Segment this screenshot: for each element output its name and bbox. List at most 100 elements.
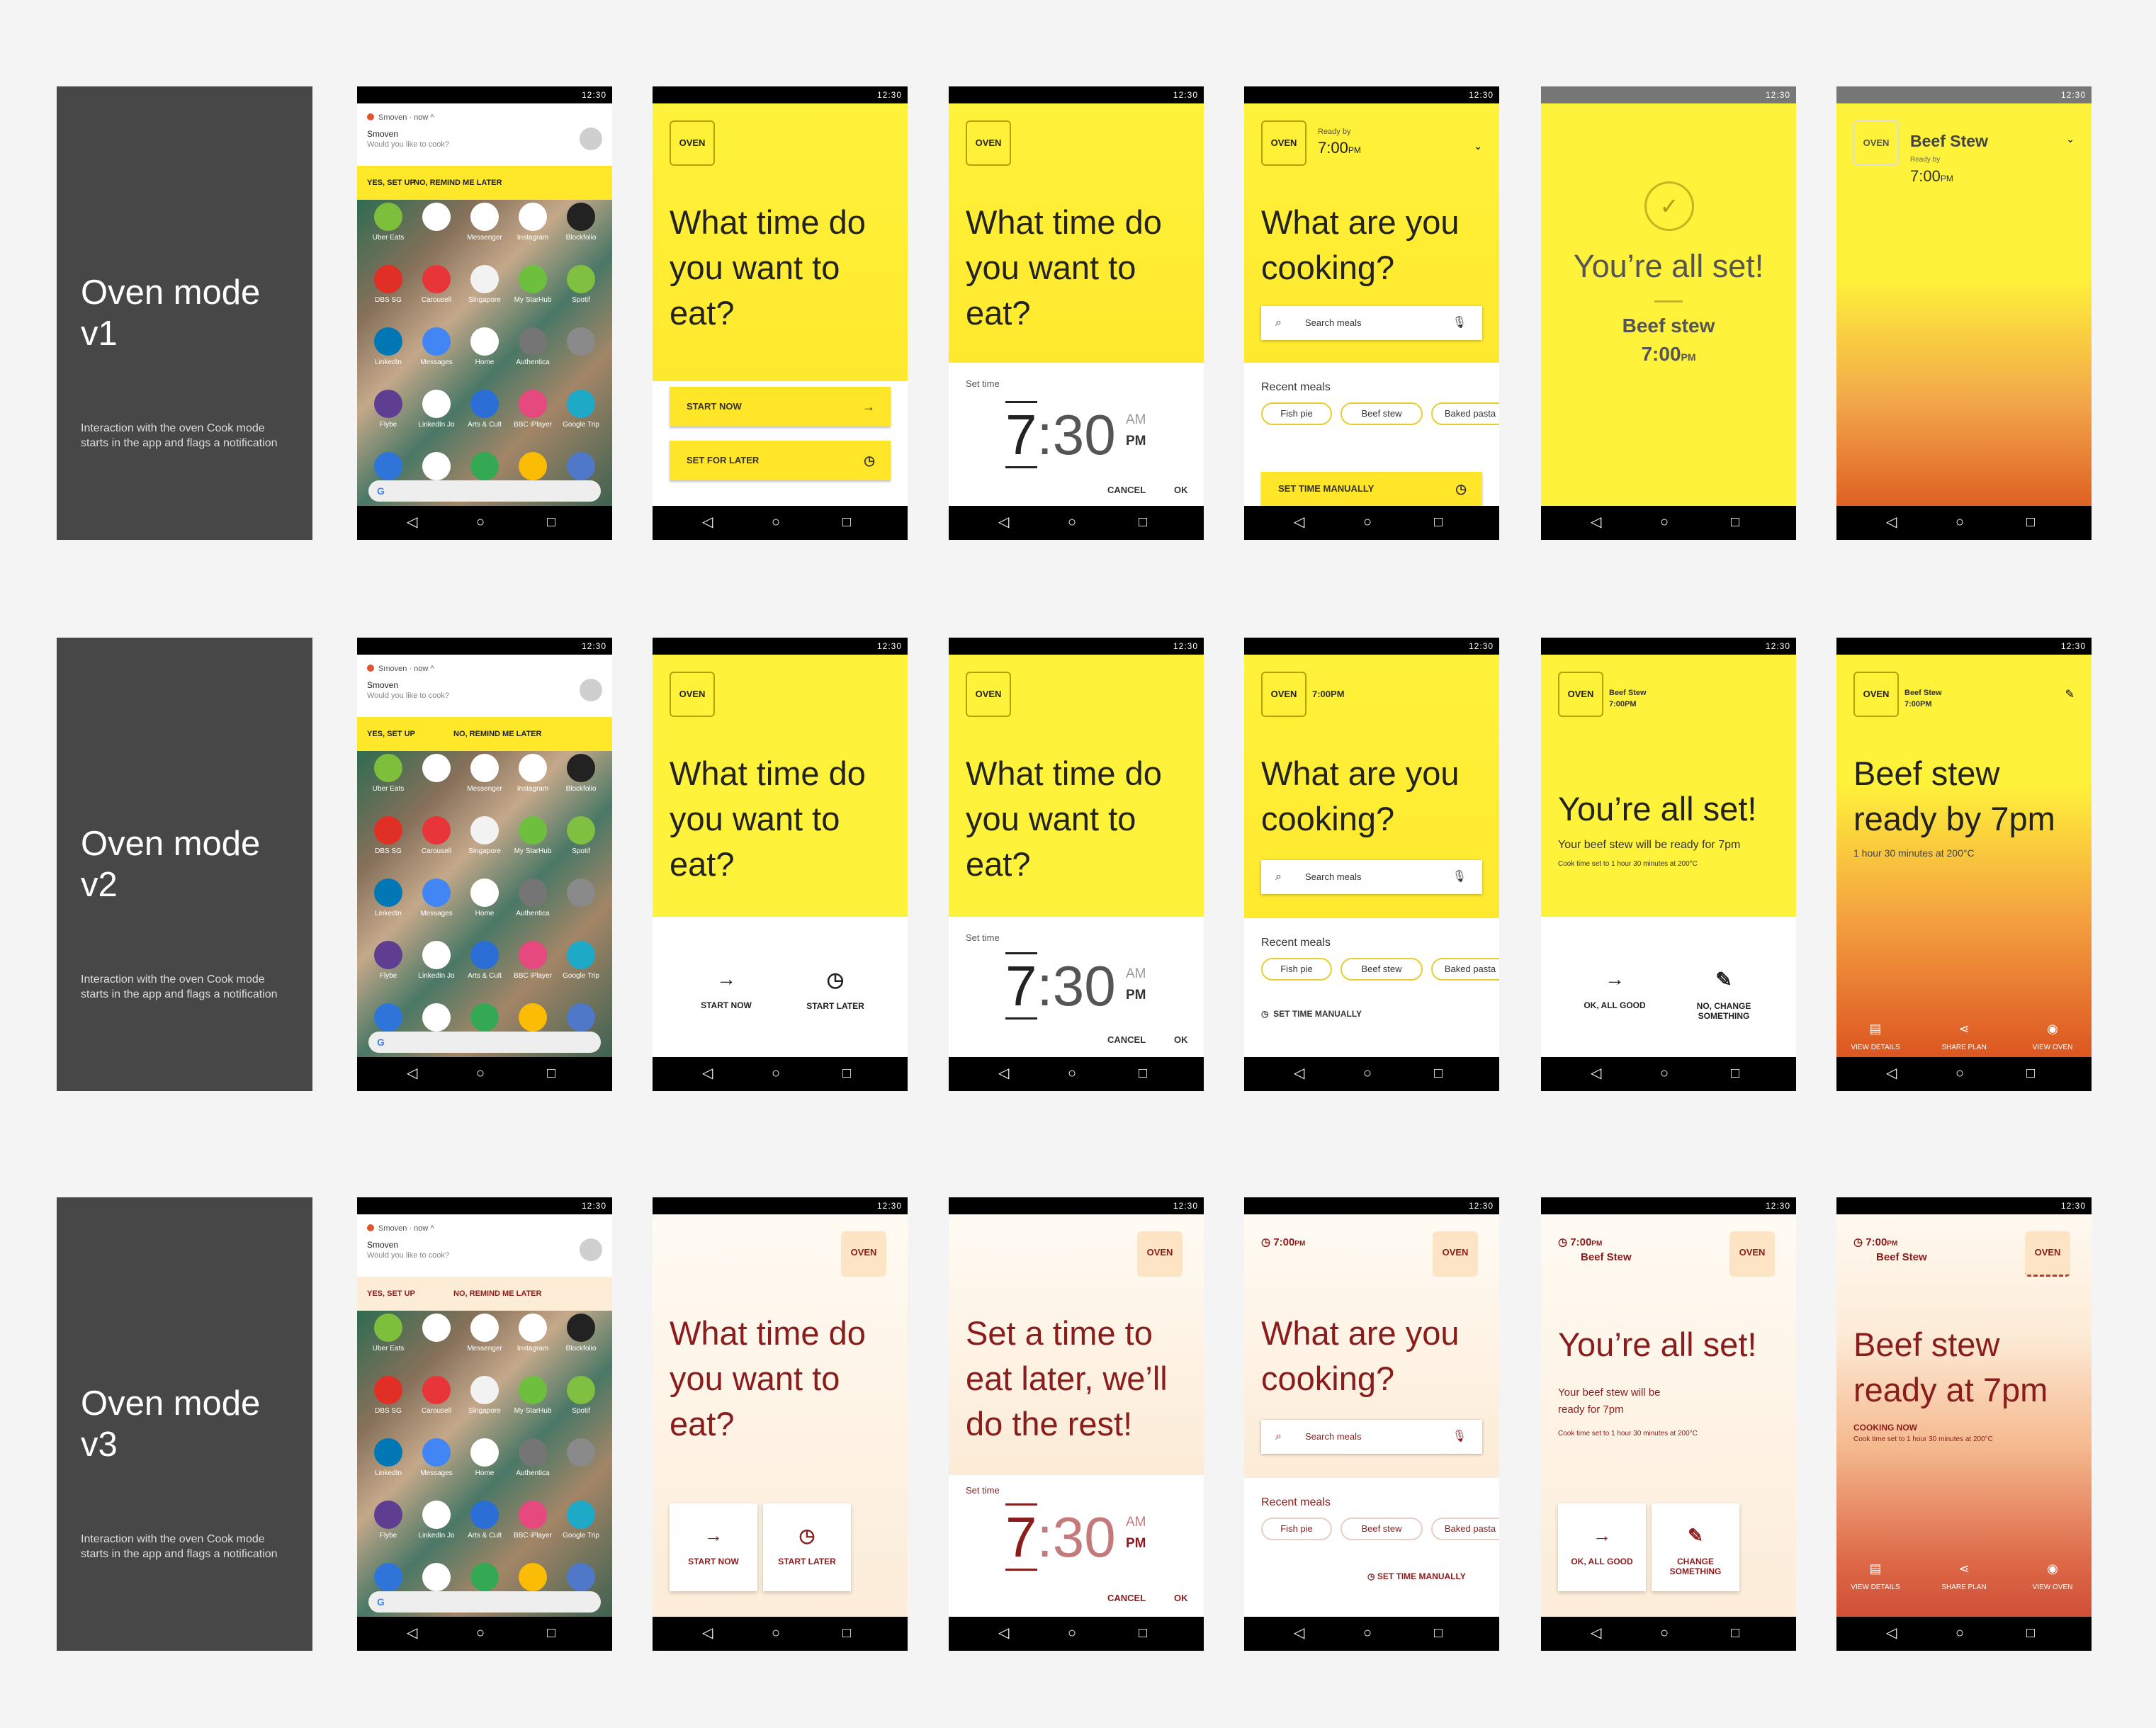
- start-later-button[interactable]: ◷ START LATER: [763, 1503, 851, 1591]
- app-icon[interactable]: [519, 1314, 547, 1342]
- app-icon[interactable]: [422, 265, 451, 293]
- app-icon[interactable]: [422, 1376, 451, 1404]
- back-icon[interactable]: ◁: [1886, 514, 1897, 530]
- app-icon[interactable]: [374, 879, 402, 907]
- app-icon[interactable]: [374, 941, 402, 969]
- google-search-bar[interactable]: G: [368, 480, 601, 502]
- app-icon[interactable]: [470, 1563, 499, 1591]
- ok-all-good-button[interactable]: → OK, ALL GOOD: [1558, 1503, 1646, 1591]
- back-icon[interactable]: ◁: [998, 514, 1010, 530]
- meal-chip[interactable]: Beef stew: [1341, 958, 1423, 981]
- app-icon[interactable]: [374, 203, 402, 231]
- app-icon[interactable]: [567, 452, 595, 480]
- app-icon[interactable]: [519, 1003, 547, 1032]
- back-icon[interactable]: ◁: [702, 1066, 713, 1081]
- app-icon[interactable]: [470, 327, 499, 356]
- back-icon[interactable]: ◁: [1591, 1066, 1602, 1081]
- home-icon[interactable]: ○: [476, 514, 485, 530]
- start-later-button[interactable]: ◷ START LATER: [786, 968, 885, 1011]
- view-oven-button[interactable]: ◉ VIEW OVEN: [2014, 1022, 2092, 1051]
- back-icon[interactable]: ◁: [998, 1625, 1010, 1641]
- app-icon[interactable]: [374, 1314, 402, 1342]
- meal-chip[interactable]: Fish pie: [1261, 402, 1332, 425]
- app-icon[interactable]: [470, 203, 499, 231]
- app-icon[interactable]: [374, 1376, 402, 1404]
- app-icon[interactable]: [567, 816, 595, 845]
- recents-icon[interactable]: □: [1139, 1625, 1148, 1641]
- search-input[interactable]: ⌕ Search meals 🎙: [1261, 306, 1482, 340]
- share-plan-button[interactable]: ⋖ SHARE PLAN: [1925, 1562, 2003, 1591]
- ok-button[interactable]: OK: [1174, 1034, 1188, 1045]
- app-icon[interactable]: [519, 754, 547, 782]
- set-time-manually-link[interactable]: ◷ SET TIME MANUALLY: [1261, 1009, 1362, 1019]
- pm-toggle[interactable]: PM: [1126, 1536, 1146, 1551]
- app-icon[interactable]: [519, 816, 547, 845]
- ok-button[interactable]: OK: [1174, 1593, 1188, 1603]
- recents-icon[interactable]: □: [547, 1066, 556, 1081]
- set-for-later-button[interactable]: SET FOR LATER ◷: [670, 441, 891, 480]
- meal-chip[interactable]: Baked pasta: [1431, 1518, 1499, 1540]
- oven-chip[interactable]: OVEN: [966, 120, 1011, 166]
- app-icon[interactable]: [422, 1314, 451, 1342]
- app-icon[interactable]: [519, 1563, 547, 1591]
- mic-icon[interactable]: 🎙: [1452, 317, 1467, 329]
- app-icon[interactable]: [470, 390, 499, 418]
- app-icon[interactable]: [567, 941, 595, 969]
- home-icon[interactable]: ○: [1363, 514, 1372, 530]
- back-icon[interactable]: ◁: [1294, 1066, 1305, 1081]
- app-icon[interactable]: [519, 265, 547, 293]
- app-icon[interactable]: [519, 390, 547, 418]
- app-icon[interactable]: [374, 816, 402, 845]
- ok-all-good-button[interactable]: → OK, ALL GOOD: [1565, 968, 1664, 1010]
- app-icon[interactable]: [567, 1501, 595, 1529]
- oven-chip[interactable]: OVEN: [1558, 672, 1603, 717]
- set-time-manually-link[interactable]: ◷ SET TIME MANUALLY: [1367, 1571, 1466, 1581]
- recents-icon[interactable]: □: [547, 514, 556, 530]
- picker-time[interactable]: 7:30: [1005, 952, 1116, 1020]
- meal-chip[interactable]: Beef stew: [1341, 1518, 1423, 1540]
- home-icon[interactable]: ○: [772, 514, 781, 530]
- home-icon[interactable]: ○: [1363, 1066, 1372, 1081]
- app-icon[interactable]: [374, 452, 402, 480]
- app-icon[interactable]: [470, 452, 499, 480]
- oven-chip[interactable]: OVEN: [1729, 1231, 1775, 1277]
- remind-later-button[interactable]: NO, REMIND ME LATER: [453, 730, 542, 738]
- ok-button[interactable]: OK: [1174, 485, 1188, 495]
- picker-hour[interactable]: 7: [1005, 401, 1037, 468]
- picker-hour[interactable]: 7: [1005, 1503, 1037, 1571]
- pm-toggle[interactable]: PM: [1126, 434, 1146, 448]
- back-icon[interactable]: ◁: [998, 1066, 1010, 1081]
- start-now-button[interactable]: → START NOW: [677, 968, 776, 1010]
- home-icon[interactable]: ○: [1068, 514, 1077, 530]
- share-plan-button[interactable]: ⋖ SHARE PLAN: [1925, 1022, 2003, 1051]
- oven-chip[interactable]: OVEN: [966, 672, 1011, 717]
- remind-later-button[interactable]: NO, REMIND ME LATER: [414, 179, 502, 187]
- back-icon[interactable]: ◁: [1591, 514, 1602, 530]
- app-icon[interactable]: [422, 1438, 451, 1467]
- recents-icon[interactable]: □: [842, 1066, 852, 1081]
- app-icon[interactable]: [374, 1563, 402, 1591]
- am-toggle[interactable]: AM: [1126, 966, 1146, 981]
- back-icon[interactable]: ◁: [407, 514, 418, 530]
- cancel-button[interactable]: CANCEL: [1107, 1593, 1146, 1603]
- app-icon[interactable]: [567, 879, 595, 907]
- app-icon[interactable]: [422, 816, 451, 845]
- back-icon[interactable]: ◁: [702, 514, 713, 530]
- picker-minutes[interactable]: :30: [1037, 403, 1116, 466]
- meal-chip[interactable]: Fish pie: [1261, 1518, 1332, 1540]
- home-icon[interactable]: ○: [1660, 1625, 1669, 1641]
- app-icon[interactable]: [567, 203, 595, 231]
- recents-icon[interactable]: □: [1434, 514, 1443, 530]
- app-icon[interactable]: [470, 1501, 499, 1529]
- recents-icon[interactable]: □: [1139, 1066, 1148, 1081]
- oven-chip[interactable]: OVEN: [670, 120, 715, 166]
- app-icon[interactable]: [519, 203, 547, 231]
- app-icon[interactable]: [374, 390, 402, 418]
- picker-minutes[interactable]: :30: [1037, 954, 1116, 1017]
- app-icon[interactable]: [374, 265, 402, 293]
- app-icon[interactable]: [422, 452, 451, 480]
- home-icon[interactable]: ○: [476, 1066, 485, 1081]
- recents-icon[interactable]: □: [842, 1625, 852, 1641]
- picker-minutes[interactable]: :30: [1037, 1506, 1116, 1569]
- app-icon[interactable]: [470, 1376, 499, 1404]
